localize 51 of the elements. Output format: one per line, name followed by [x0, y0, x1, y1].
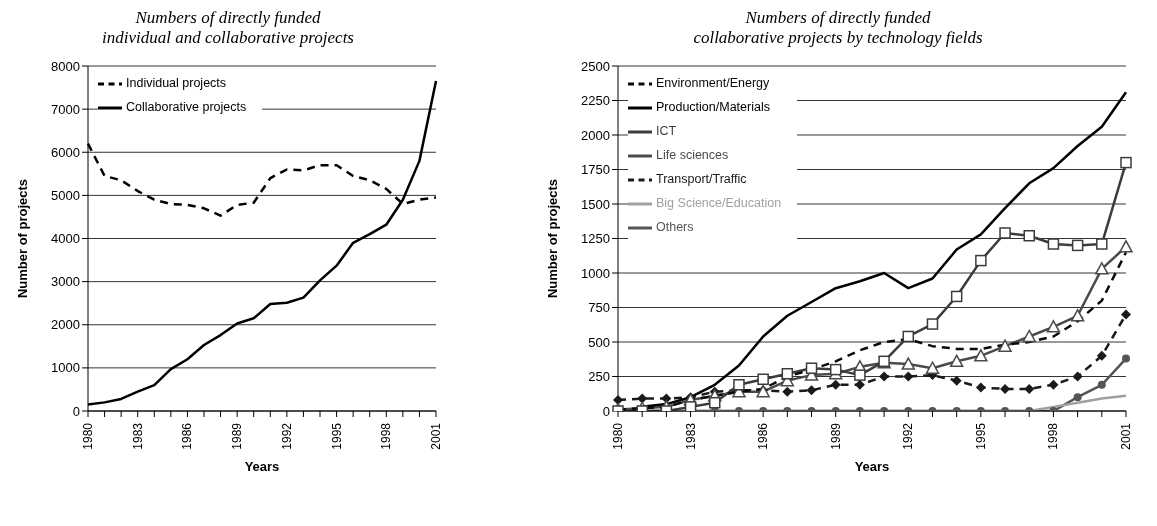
legend-label: Others — [656, 220, 694, 235]
y-tick-label: 0 — [72, 403, 80, 419]
y-tick-label: 1250 — [581, 231, 610, 247]
chart-title: Numbers of directly funded collaborative projects by technology fields — [692, 8, 984, 48]
y-tick-label: 2000 — [581, 127, 610, 143]
legend-label: Individual projects — [126, 76, 227, 91]
x-tick-label: 1992 — [901, 422, 916, 450]
x-tick-label: 1980 — [81, 422, 95, 450]
x-tick-label: 1995 — [329, 422, 344, 450]
x-tick-label: 2001 — [429, 422, 443, 450]
chart-title: Numbers of directly funded individual and collaborative projects — [101, 8, 355, 48]
legend-label: Transport/Traffic — [656, 172, 747, 187]
y-tick-label: 1000 — [51, 360, 80, 376]
y-axis-title: Number of projects — [544, 178, 560, 299]
x-tick-label: 2001 — [1119, 422, 1133, 450]
y-tick-label: 0 — [602, 403, 610, 419]
x-tick-label: 1983 — [130, 422, 145, 450]
y-tick-label: 2250 — [581, 93, 610, 109]
y-axis-title: Number of projects — [14, 178, 30, 299]
y-tick-label: 500 — [588, 334, 610, 350]
y-tick-label: 250 — [588, 369, 610, 385]
legend-label: Collaborative projects — [126, 100, 247, 115]
y-tick-label: 2500 — [581, 58, 610, 74]
y-tick-label: 8000 — [51, 58, 80, 74]
x-tick-label: 1980 — [611, 422, 625, 450]
x-tick-label: 1998 — [1046, 422, 1061, 450]
y-tick-label: 6000 — [51, 144, 80, 160]
y-tick-label: 750 — [588, 300, 610, 316]
y-tick-label: 1750 — [581, 162, 610, 178]
y-tick-label: 4000 — [51, 231, 80, 247]
x-tick-label: 1998 — [379, 422, 394, 450]
y-tick-label: 7000 — [51, 101, 80, 117]
x-tick-label: 1983 — [683, 422, 698, 450]
legend-label: Production/Materials — [656, 100, 770, 115]
x-tick-label: 1989 — [828, 422, 843, 450]
x-tick-label: 1992 — [279, 422, 294, 450]
legend-label: Environment/Energy — [656, 76, 770, 91]
legend-label: Life sciences — [656, 148, 729, 163]
y-tick-label: 3000 — [51, 274, 80, 290]
y-tick-label: 1000 — [581, 265, 610, 281]
y-tick-label: 5000 — [51, 187, 80, 203]
legend-label: Big Science/Education — [656, 196, 782, 211]
x-tick-label: 1995 — [973, 422, 988, 450]
x-axis-title: Years — [244, 459, 280, 474]
x-tick-label: 1986 — [756, 422, 771, 450]
y-tick-label: 2000 — [51, 317, 80, 333]
x-tick-label: 1986 — [180, 422, 195, 450]
legend-label: ICT — [656, 124, 677, 139]
y-tick-label: 1500 — [581, 196, 610, 212]
x-tick-label: 1989 — [230, 422, 245, 450]
x-axis-title: Years — [854, 459, 890, 474]
